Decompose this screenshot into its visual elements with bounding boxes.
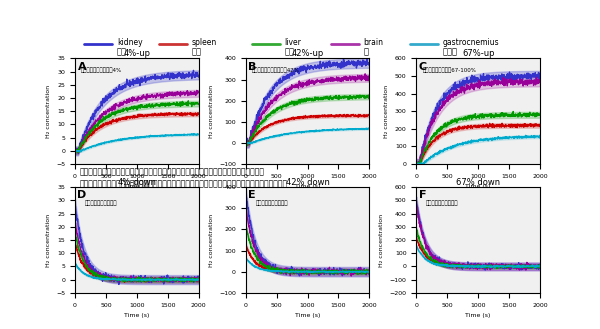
Title: 67%-up: 67%-up [462, 49, 494, 59]
Text: brain: brain [364, 38, 383, 47]
Title: 42%-up: 42%-up [292, 49, 323, 59]
Text: 豚による動物実験：時短式は大量な水素をガッンと一気に数十倍も体内に浸透させます。: 豚による動物実験：時短式は大量な水素をガッンと一気に数十倍も体内に浸透させます。 [80, 167, 265, 177]
Title: 42% down: 42% down [286, 178, 329, 187]
Text: 腎臓: 腎臓 [117, 47, 127, 56]
Text: kidney: kidney [117, 38, 142, 47]
Text: A: A [77, 62, 86, 72]
Text: 脳: 脳 [364, 47, 368, 56]
Text: liver: liver [284, 38, 301, 47]
X-axis label: Time (s): Time (s) [466, 313, 491, 318]
Text: 肝臓: 肝臓 [284, 47, 294, 56]
Text: gastrocnemius: gastrocnemius [442, 38, 499, 47]
Text: F: F [419, 190, 427, 200]
Text: B: B [248, 62, 257, 72]
Y-axis label: H₂ concentration: H₂ concentration [385, 85, 389, 138]
Y-axis label: H₂ concentration: H₂ concentration [379, 214, 384, 266]
X-axis label: Time (s): Time (s) [295, 184, 320, 189]
Text: C: C [419, 62, 427, 72]
Text: 停止後の飽和減少時間: 停止後の飽和減少時間 [426, 200, 459, 206]
Text: spleen: spleen [191, 38, 217, 47]
Text: E: E [248, 190, 256, 200]
Text: 停止後の飽和減少時間: 停止後の飽和減少時間 [85, 200, 118, 206]
Text: 腓腹筋: 腓腹筋 [442, 47, 457, 56]
Text: 高性能な電気式飽和濃度42%: 高性能な電気式飽和濃度42% [252, 67, 300, 72]
Text: D: D [77, 190, 87, 200]
X-axis label: Time (s): Time (s) [295, 313, 320, 318]
Title: 4%-up: 4%-up [124, 49, 151, 59]
Y-axis label: H₂ concentration: H₂ concentration [209, 85, 214, 138]
X-axis label: Time (s): Time (s) [466, 184, 491, 189]
Text: 停止後の飽和減少時間: 停止後の飽和減少時間 [256, 200, 288, 206]
Title: 67% down: 67% down [456, 178, 500, 187]
X-axis label: Time (s): Time (s) [124, 184, 149, 189]
Y-axis label: H₂ concentration: H₂ concentration [209, 214, 214, 266]
Text: 通常の電気式飽和濃度4%: 通常の電気式飽和濃度4% [81, 67, 122, 72]
X-axis label: Time (s): Time (s) [124, 313, 149, 318]
Y-axis label: H₂ concentration: H₂ concentration [46, 214, 50, 266]
Text: 脾臓: 脾臓 [191, 47, 201, 56]
Y-axis label: H₂ concentration: H₂ concentration [46, 85, 50, 138]
Title: 4%-down: 4%-down [118, 178, 157, 187]
Text: ちょろちょろと少しだけ水素を吸うだけでは水素が抜ける速度が速いため強い飽和は得られません。: ちょろちょろと少しだけ水素を吸うだけでは水素が抜ける速度が速いため強い飽和は得ら… [80, 179, 288, 188]
Text: 化学式時短吸引濃度67-100%: 化学式時短吸引濃度67-100% [422, 67, 476, 72]
